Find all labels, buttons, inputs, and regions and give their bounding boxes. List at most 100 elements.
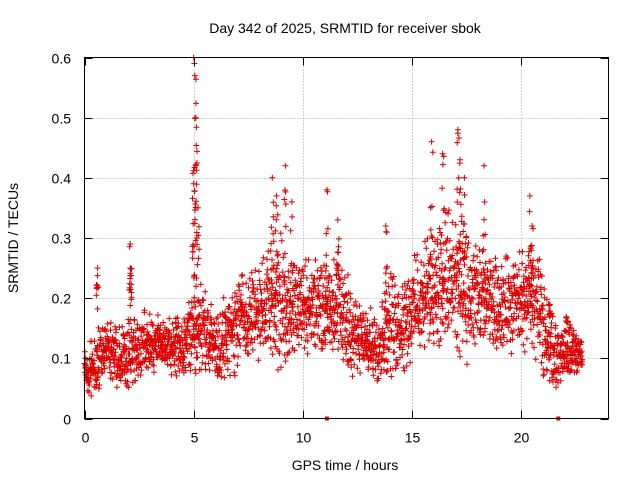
data-point [323, 263, 330, 270]
data-point [473, 267, 480, 274]
data-point [454, 269, 460, 276]
data-point [536, 329, 542, 336]
data-point [226, 303, 233, 310]
data-point [482, 320, 489, 327]
data-point [481, 162, 488, 169]
data-point [369, 322, 376, 329]
data-point [521, 348, 528, 355]
data-point [95, 324, 102, 331]
data-point [455, 238, 462, 245]
data-point [255, 357, 262, 364]
data-point [304, 338, 311, 344]
data-point [357, 370, 364, 376]
data-point [569, 331, 576, 338]
data-point [464, 244, 471, 251]
y-tick-label: 0.5 [52, 111, 72, 127]
data-point [530, 322, 537, 329]
data-point [269, 284, 276, 291]
data-point [233, 293, 240, 300]
data-point [335, 235, 342, 242]
data-point [480, 265, 487, 272]
data-point [262, 311, 269, 318]
data-point [480, 332, 487, 339]
data-point [334, 281, 341, 288]
data-point [494, 327, 501, 334]
data-point [481, 199, 488, 205]
data-point [423, 268, 430, 275]
data-point [328, 338, 335, 345]
data-point [412, 257, 419, 264]
data-point [564, 340, 571, 346]
data-point [528, 247, 535, 254]
data-point [303, 299, 310, 306]
data-point [96, 382, 103, 388]
data-point [352, 313, 359, 320]
data-point [195, 313, 202, 319]
data-point [286, 349, 293, 355]
data-point [352, 298, 359, 305]
data-point [299, 266, 306, 273]
data-point [287, 227, 294, 234]
data-point [233, 314, 239, 321]
data-point [546, 301, 553, 308]
data-point [526, 208, 533, 215]
data-point [333, 265, 340, 272]
data-point [271, 319, 278, 326]
data-point [447, 298, 454, 305]
data-point [246, 315, 253, 322]
data-point [138, 367, 145, 374]
data-point [198, 342, 205, 349]
data-point [391, 294, 398, 301]
data-point [460, 280, 467, 286]
data-point [402, 326, 409, 332]
data-point [282, 223, 289, 230]
data-point [578, 339, 585, 346]
data-point [234, 362, 241, 369]
data-point [482, 260, 489, 267]
data-point [411, 252, 418, 259]
data-point [382, 223, 389, 229]
data-point [193, 167, 200, 174]
data-point [256, 281, 263, 288]
data-point [315, 290, 322, 297]
data-point [441, 285, 447, 292]
data-point [273, 192, 280, 199]
data-point [185, 299, 192, 306]
data-point [456, 244, 463, 251]
data-point [527, 259, 534, 266]
data-point [538, 359, 545, 366]
data-point [474, 270, 481, 277]
data-point [265, 296, 272, 303]
data-point [404, 350, 411, 357]
data-point [335, 271, 342, 278]
data-point [179, 328, 185, 335]
data-point [233, 322, 240, 329]
data-point [355, 333, 362, 339]
data-point [458, 213, 465, 220]
data-point [432, 262, 439, 269]
data-point [433, 272, 440, 279]
data-point [322, 336, 329, 343]
data-point [414, 267, 421, 274]
data-point [425, 260, 432, 267]
data-point [557, 377, 564, 384]
data-point [379, 325, 386, 332]
data-point [402, 287, 409, 293]
data-point [498, 283, 505, 290]
data-point [381, 306, 388, 313]
data-point [231, 372, 238, 379]
data-point [473, 274, 479, 281]
data-point [270, 303, 277, 310]
data-point [448, 317, 455, 324]
data-point [574, 367, 581, 374]
data-point [525, 308, 532, 315]
data-point [446, 299, 453, 306]
data-point [415, 325, 422, 332]
data-point [578, 348, 585, 355]
data-point [548, 320, 555, 326]
data-point [531, 344, 537, 351]
data-point [456, 160, 463, 167]
data-point [465, 322, 472, 329]
data-point [429, 316, 436, 323]
data-point [395, 291, 402, 298]
